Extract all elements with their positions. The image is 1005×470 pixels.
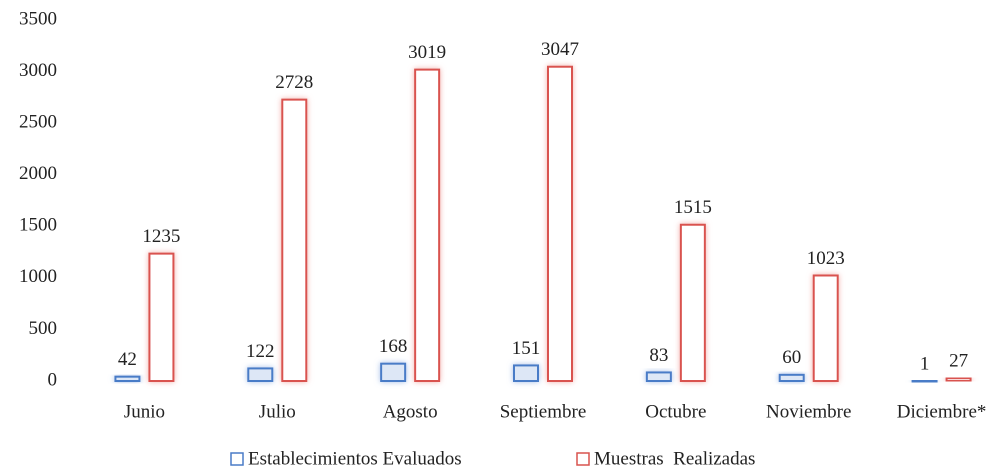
x-tick-label: Agosto bbox=[383, 401, 438, 422]
value-label: 168 bbox=[379, 336, 408, 357]
bar bbox=[547, 65, 573, 382]
x-tick-label: Septiembre bbox=[500, 401, 587, 422]
value-label: 1 bbox=[920, 353, 930, 374]
x-tick-label: Diciembre* bbox=[897, 401, 987, 422]
y-tick-label: 2000 bbox=[19, 163, 57, 184]
bar bbox=[114, 375, 141, 382]
x-tick-label: Octubre bbox=[645, 401, 706, 422]
value-label: 42 bbox=[118, 349, 137, 370]
value-label: 1515 bbox=[674, 197, 712, 218]
bar bbox=[911, 379, 938, 383]
value-label: 1235 bbox=[142, 226, 180, 247]
value-label: 83 bbox=[649, 345, 668, 366]
value-label: 2728 bbox=[275, 72, 313, 93]
legend-swatch bbox=[230, 452, 244, 466]
bar bbox=[380, 362, 407, 382]
bar bbox=[812, 274, 839, 383]
y-tick-label: 3500 bbox=[19, 8, 57, 29]
bar bbox=[679, 223, 706, 382]
y-tick-label: 1500 bbox=[19, 215, 57, 236]
value-label: 3047 bbox=[541, 39, 579, 60]
value-label: 151 bbox=[512, 338, 541, 359]
legend-label: Establecimientos Evaluados bbox=[248, 448, 462, 469]
legend-swatch bbox=[576, 452, 590, 466]
bar bbox=[247, 367, 274, 382]
y-tick-label: 2500 bbox=[19, 112, 57, 133]
value-label: 60 bbox=[782, 347, 801, 368]
x-tick-label: Julio bbox=[259, 401, 296, 422]
bar bbox=[148, 252, 175, 383]
bar bbox=[945, 377, 972, 383]
x-tick-label: Junio bbox=[124, 401, 165, 422]
bar bbox=[281, 98, 308, 383]
y-tick-label: 0 bbox=[48, 369, 58, 390]
y-tick-label: 3000 bbox=[19, 60, 57, 81]
value-label: 3019 bbox=[408, 42, 446, 63]
y-tick-label: 500 bbox=[29, 318, 58, 339]
y-tick-label: 1000 bbox=[19, 266, 57, 287]
bar bbox=[645, 371, 672, 383]
value-label: 1023 bbox=[807, 248, 845, 269]
legend-label: Muestras Realizadas bbox=[594, 448, 755, 469]
bar bbox=[513, 364, 539, 382]
bar bbox=[414, 68, 441, 382]
x-tick-label: Noviembre bbox=[766, 401, 851, 422]
value-label: 27 bbox=[949, 351, 968, 372]
bar bbox=[778, 373, 805, 383]
value-label: 122 bbox=[246, 341, 275, 362]
